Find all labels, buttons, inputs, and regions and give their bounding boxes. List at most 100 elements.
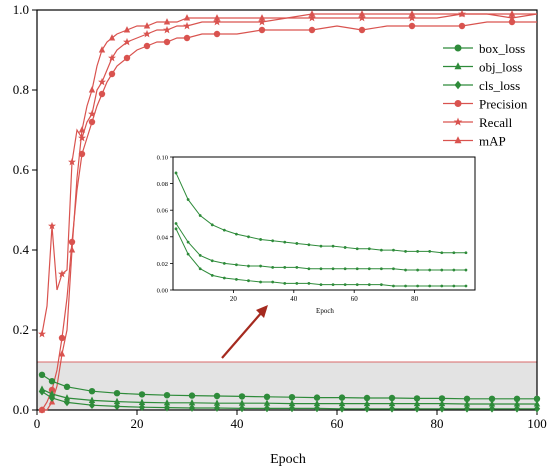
data-point-obj_loss [533,400,541,407]
data-point-recall [88,109,96,118]
inset-data-point-cls_loss [404,284,407,288]
inset-data-point-box_loss [198,214,202,217]
inset-data-point-box_loss [210,223,214,227]
data-point-cls_loss [463,404,471,413]
data-point-precision [98,90,106,98]
legend-label: cls_loss [479,78,520,93]
data-point-recall [78,133,86,142]
data-point-recall [358,13,366,22]
y-tick-label: 0.2 [13,322,29,337]
data-point-map [213,14,221,21]
inset-data-point-cls_loss [464,284,468,288]
x-tick-label: 60 [331,416,344,431]
inset-data-point-obj_loss [319,267,323,271]
inset-data-point-obj_loss [404,268,407,272]
inset-data-point-obj_loss [464,268,468,272]
inset-data-point-obj_loss [174,222,178,225]
data-point-obj_loss [138,398,146,405]
data-point-obj_loss [363,399,371,407]
data-point-obj_loss [338,399,346,407]
data-point-precision [183,34,191,42]
data-point-recall [408,13,416,22]
data-point-obj_loss [288,399,296,407]
data-point-obj_loss [113,397,121,405]
data-point-obj_loss [63,394,71,401]
inset-data-point-obj_loss [343,267,347,271]
inset-data-point-obj_loss [186,240,190,244]
inset-data-point-obj_loss [210,259,214,263]
data-point-precision [213,30,221,38]
data-point-box_loss [188,392,196,399]
x-tick-label: 20 [131,416,144,431]
data-point-map [58,350,66,357]
inset-data-point-box_loss [440,251,444,255]
data-point-recall [143,29,151,38]
legend-marker [453,117,463,126]
inset-plot: 20 40 60 80 0.00 0.02 0.04 0.06 0.08 0.10 [157,155,476,303]
data-point-obj_loss [313,399,321,407]
inset-data-point-box_loss [367,247,371,251]
inset-data-point-box_loss [235,232,238,236]
legend-marker [454,44,462,52]
data-point-recall [123,37,131,46]
inset-data-point-box_loss [295,242,299,245]
data-point-box_loss [138,391,146,398]
data-point-recall [213,17,221,26]
data-point-recall [308,13,316,22]
inset-data-point-obj_loss [247,264,250,268]
y-tick-label: 0.0 [13,402,29,417]
inset-x-tick-label: 40 [290,295,298,303]
inset-data-point-cls_loss [367,283,371,287]
data-point-box_loss [263,393,271,400]
data-point-obj_loss [488,400,496,407]
legend: box_loss obj_loss cls_loss Precision Recall m… [443,41,528,149]
data-point-obj_loss [163,398,171,406]
data-point-precision [408,22,416,30]
inset-data-point-cls_loss [416,284,420,288]
inset-data-point-obj_loss [452,268,456,272]
inset-data-point-box_loss [416,250,420,253]
inset-y-tick-label: 0.00 [157,288,168,295]
data-point-obj_loss [438,399,446,407]
series-line-recall [41,13,538,335]
data-point-box_loss [288,394,296,401]
data-point-box_loss [413,395,421,402]
data-point-precision [458,22,466,30]
inset-data-point-cls_loss [343,283,347,287]
inset-data-point-cls_loss [392,284,395,288]
inset-data-point-cls_loss [379,283,383,287]
inset-data-point-box_loss [392,248,395,252]
inset-data-point-obj_loss [367,267,371,271]
data-point-precision [88,118,96,126]
inset-data-point-obj_loss [271,265,275,269]
inset-data-point-box_loss [174,171,178,175]
inset-data-point-cls_loss [235,277,238,281]
data-point-obj_loss [388,399,396,407]
data-point-cls_loss [438,404,446,413]
data-point-obj_loss [238,399,246,406]
inset-data-point-box_loss [343,246,347,249]
inset-data-point-cls_loss [247,279,250,283]
y-tick-label: 0.4 [13,242,30,257]
data-point-map [78,126,86,133]
inset-data-point-cls_loss [186,252,190,256]
data-point-obj_loss [213,399,221,406]
data-point-cls_loss [188,404,196,412]
data-point-box_loss [113,390,121,397]
data-point-map [308,10,316,17]
y-tick-label: 1.0 [13,2,29,17]
data-point-precision [143,42,151,50]
series-line-box_loss [41,374,537,400]
data-point-precision [48,386,56,394]
series-line-cls_loss [41,391,537,410]
data-point-recall [183,21,191,30]
inset-data-point-cls_loss [331,283,335,287]
data-point-recall [38,329,46,338]
data-point-box_loss [88,388,96,395]
data-point-recall [68,157,76,166]
inset-data-point-obj_loss [283,265,287,269]
legend-label: mAP [479,134,506,149]
y-tick-label: 0.6 [13,162,30,177]
data-point-recall [48,221,56,230]
